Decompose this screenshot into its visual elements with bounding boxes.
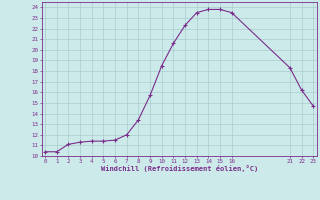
X-axis label: Windchill (Refroidissement éolien,°C): Windchill (Refroidissement éolien,°C): [100, 165, 258, 172]
